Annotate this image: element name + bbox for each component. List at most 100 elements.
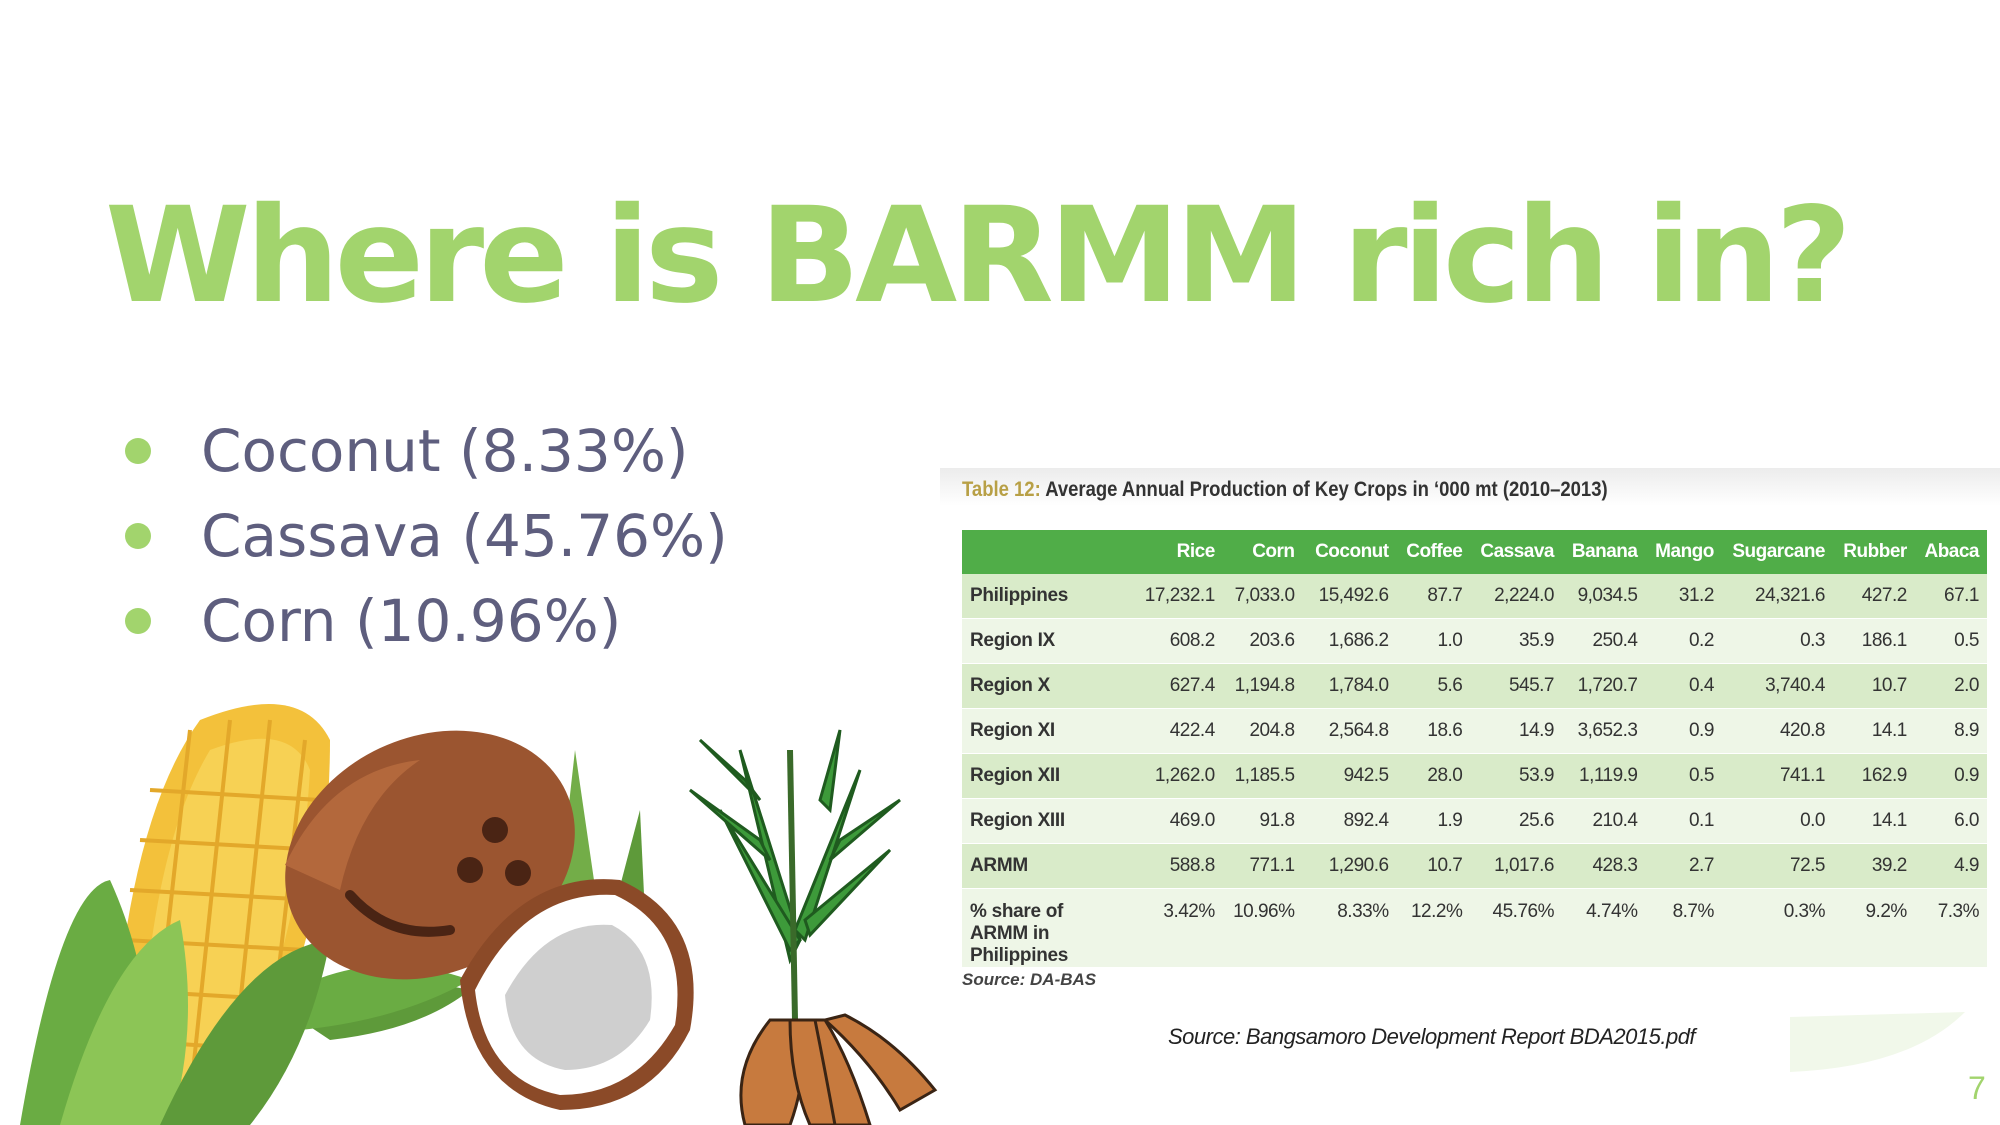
table-cell: 5.6 [1396,663,1471,709]
table-cell: 608.2 [1130,618,1223,664]
table-cell: 204.8 [1222,708,1303,754]
table-cell: 250.4 [1562,618,1646,664]
table-cell: 1.0 [1396,618,1471,664]
header-cell: Mango [1645,530,1722,574]
bullet-dot-icon [125,437,151,464]
slide-title: Where is BARMM rich in? [105,179,1852,333]
table-cell: 91.8 [1222,798,1303,844]
header-cell: Abaca [1914,530,1987,574]
table-cell: 87.7 [1396,574,1471,619]
table-cell: 1,720.7 [1562,663,1646,709]
table-cell: 0.4 [1645,663,1722,709]
table-cell: 18.6 [1396,708,1471,754]
table-shadow [940,468,2000,506]
table-cell: 3,740.4 [1721,663,1833,709]
row-label: Philippines [962,574,1131,619]
table-row: Philippines 17,232.1 7,033.0 15,492.6 87… [962,574,1987,619]
row-label: Region X [962,663,1131,709]
decorative-leaf-shape [1790,1012,1965,1072]
row-label: Region IX [962,618,1131,664]
header-cell: Rubber [1833,530,1915,574]
table-cell: 8.9 [1914,708,1987,754]
table-row: Region XII 1,262.0 1,185.5 942.5 28.0 53… [962,753,1987,799]
table-cell: 7.3% [1914,888,1987,968]
table-cell: 1.9 [1396,798,1471,844]
bullet-list: Coconut (8.33%) Cassava (45.76%) Corn (1… [125,408,728,663]
header-cell: Cassava [1470,530,1562,574]
header-cell: Corn [1222,530,1303,574]
table-cell: 203.6 [1222,618,1303,664]
table-cell: 67.1 [1914,574,1987,619]
table-cell: 14.9 [1470,708,1562,754]
table-cell: 53.9 [1470,753,1562,799]
table-cell: 162.9 [1833,753,1915,799]
table-cell: 14.1 [1833,708,1915,754]
table-cell: 6.0 [1914,798,1987,844]
table-cell: 35.9 [1470,618,1562,664]
bullet-dot-icon [125,522,151,549]
crops-illustration [20,704,938,1125]
table-cell: 1,290.6 [1302,843,1397,889]
table-cell: 1,185.5 [1222,753,1303,799]
table-cell: 1,686.2 [1302,618,1397,664]
bullet-item-coconut: Coconut (8.33%) [125,408,728,493]
table-cell: 8.7% [1645,888,1722,968]
table-cell: 45.76% [1470,888,1562,968]
bullet-text: Corn (10.96%) [201,586,622,655]
table-cell: 771.1 [1222,843,1303,889]
table-cell: 2,224.0 [1470,574,1562,619]
table-cell: 3,652.3 [1562,708,1646,754]
row-label: Region XIII [962,798,1131,844]
header-cell: Coconut [1302,530,1397,574]
table-cell: 0.3 [1721,618,1833,664]
row-label: ARMM [962,843,1131,889]
row-label: Region XII [962,753,1131,799]
table-cell: 7,033.0 [1222,574,1303,619]
table-cell: 31.2 [1645,574,1722,619]
table-source: Source: DA-BAS [962,970,1097,989]
table-header-row: Rice Corn Coconut Coffee Cassava Banana … [962,530,1987,574]
table-row: Region IX 608.2 203.6 1,686.2 1.0 35.9 2… [962,618,1987,664]
table-cell: 186.1 [1833,618,1915,664]
table-cell: 427.2 [1833,574,1915,619]
table-cell: 10.96% [1222,888,1303,968]
bullet-item-cassava: Cassava (45.76%) [125,493,728,578]
table-cell: 545.7 [1470,663,1562,709]
table-cell: 0.0 [1721,798,1833,844]
table-row: ARMM 588.8 771.1 1,290.6 10.7 1,017.6 42… [962,843,1987,889]
table-cell: 420.8 [1721,708,1833,754]
table-cell: 0.5 [1914,618,1987,664]
table-cell: 39.2 [1833,843,1915,889]
table-cell: 0.1 [1645,798,1722,844]
table-cell: 10.7 [1396,843,1471,889]
table-cell: 0.5 [1645,753,1722,799]
table-cell: 0.9 [1914,753,1987,799]
table-cell: 422.4 [1130,708,1223,754]
table-cell: 25.6 [1470,798,1562,844]
header-cell: Rice [1130,530,1223,574]
table-cell: 8.33% [1302,888,1397,968]
header-cell [962,530,1131,574]
table-cell: 1,119.9 [1562,753,1646,799]
table-row: Region X 627.4 1,194.8 1,784.0 5.6 545.7… [962,663,1987,709]
table-cell: 2.7 [1645,843,1722,889]
table-cell: 9.2% [1833,888,1915,968]
table-caption: Table 12: Average Annual Production of K… [962,478,1608,502]
table-cell: 588.8 [1130,843,1223,889]
table-cell: 15,492.6 [1302,574,1397,619]
table-cell: 10.7 [1833,663,1915,709]
table-cell: 1,262.0 [1130,753,1223,799]
header-cell: Banana [1562,530,1646,574]
table-cell: 3.42% [1130,888,1223,968]
table-cell: 4.74% [1562,888,1646,968]
table-caption-text: Average Annual Production of Key Crops i… [1045,478,1608,501]
table-row: Region XI 422.4 204.8 2,564.8 18.6 14.9 … [962,708,1987,754]
bullet-item-corn: Corn (10.96%) [125,578,728,663]
row-label: % share of ARMM in Philippines [962,888,1131,968]
table-cell: 2.0 [1914,663,1987,709]
cassava-icon [689,729,938,1125]
bullet-text: Cassava (45.76%) [201,501,728,570]
bullet-text: Coconut (8.33%) [201,416,689,485]
table-cell: 14.1 [1833,798,1915,844]
table-cell: 428.3 [1562,843,1646,889]
